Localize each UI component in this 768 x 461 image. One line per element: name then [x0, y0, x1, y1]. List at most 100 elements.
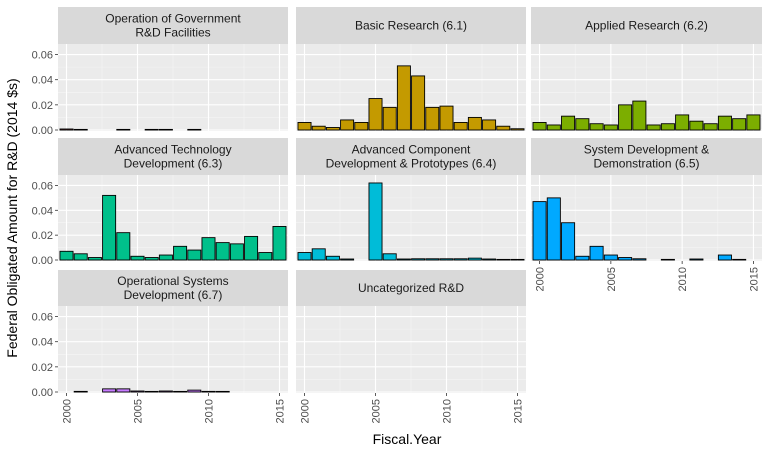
data-bar [325, 127, 340, 131]
y-tick-label: 0.06 [32, 180, 53, 192]
data-bar [59, 128, 74, 131]
data-bar [532, 122, 547, 131]
y-tick-label: 0.00 [32, 387, 53, 399]
x-tick-label: 2000 [300, 399, 312, 423]
data-bar [717, 115, 732, 131]
data-bar [340, 258, 355, 261]
x-tick-label: 2000 [62, 399, 74, 423]
facet-strip [58, 138, 288, 175]
data-bar [632, 100, 647, 131]
data-bar [311, 125, 326, 131]
data-bar [589, 123, 604, 131]
x-tick-label: 2015 [512, 399, 524, 423]
x-tick-label: 2015 [274, 399, 286, 423]
data-bar [87, 257, 102, 261]
data-bar [340, 119, 355, 131]
data-bar [158, 254, 173, 261]
data-bar [660, 123, 675, 131]
data-bar [425, 258, 440, 261]
data-bar [102, 194, 117, 261]
data-bar [187, 249, 202, 261]
y-tick-label: 0.02 [32, 100, 53, 112]
data-bar [116, 128, 131, 131]
x-tick-label: 2005 [133, 399, 145, 423]
data-bar [158, 128, 173, 131]
facet-strip [58, 270, 288, 306]
y-axis-title: Federal Obligated Amount for R&D (2014 $… [4, 78, 20, 357]
y-tick-label: 0.00 [32, 255, 53, 267]
x-tick-label: 2010 [203, 399, 215, 423]
data-bar [689, 120, 704, 131]
data-bar [354, 122, 369, 131]
data-bar [453, 258, 468, 261]
data-bar [187, 389, 202, 393]
facet-title: Advanced Component [352, 143, 471, 157]
facet-strip [296, 270, 526, 306]
data-bar [411, 75, 426, 131]
x-tick-label: 2015 [748, 267, 760, 291]
data-bar [187, 128, 202, 131]
facet-title: Development (6.7) [124, 288, 223, 302]
data-bar [73, 128, 88, 131]
data-bar [297, 252, 312, 261]
data-bar [482, 119, 497, 131]
data-bar [603, 254, 618, 261]
data-bar [689, 258, 704, 261]
data-bar [561, 222, 576, 261]
y-tick-label: 0.02 [32, 362, 53, 374]
data-bar [561, 115, 576, 131]
data-bar [546, 197, 561, 261]
data-bar [173, 245, 188, 261]
data-bar [215, 390, 230, 393]
data-bar [660, 258, 675, 261]
data-bar [258, 252, 273, 261]
data-bar [229, 243, 244, 261]
data-bar [589, 245, 604, 261]
data-bar [510, 258, 525, 261]
y-tick-label: 0.06 [32, 312, 53, 324]
data-bar [158, 390, 173, 393]
data-bar [215, 242, 230, 261]
facet-title: Applied Research (6.2) [585, 19, 708, 33]
data-bar [532, 201, 547, 261]
x-tick-label: 2000 [535, 267, 547, 291]
facet-panel: System Development &Demonstration (6.5) 2… [531, 138, 762, 291]
y-tick-label: 0.06 [32, 50, 53, 62]
data-bar [173, 390, 188, 393]
facet-title: System Development & [584, 143, 709, 157]
data-bar [439, 258, 454, 261]
data-bar [382, 106, 397, 131]
facet-title: Uncategorized R&D [358, 281, 464, 295]
y-tick-label: 0.04 [32, 337, 53, 349]
facet-title: Operational Systems [117, 274, 228, 288]
facet-title: Development & Prototypes (6.4) [326, 157, 497, 171]
y-tick-label: 0.02 [32, 230, 53, 242]
data-bar [646, 124, 661, 131]
data-bar [510, 128, 525, 131]
data-bar [201, 237, 216, 261]
data-bar [396, 65, 411, 131]
data-bar [575, 255, 590, 261]
y-tick-label: 0.00 [32, 125, 53, 137]
data-bar [244, 235, 259, 261]
facet-title: Advanced Technology [114, 143, 231, 157]
x-tick-label: 2010 [677, 267, 689, 291]
data-bar [73, 390, 88, 393]
data-bar [546, 124, 561, 131]
data-bar [59, 250, 74, 261]
x-tick-label: 2005 [606, 267, 618, 291]
data-bar [482, 258, 497, 261]
data-bar [496, 258, 511, 261]
data-bar [201, 390, 216, 393]
data-bar [603, 124, 618, 131]
facet-title: Development (6.3) [124, 157, 223, 171]
data-bar [439, 105, 454, 131]
data-bar [102, 388, 117, 393]
data-bar [411, 258, 426, 261]
data-bar [144, 128, 159, 131]
facet-title: Basic Research (6.1) [355, 19, 467, 33]
